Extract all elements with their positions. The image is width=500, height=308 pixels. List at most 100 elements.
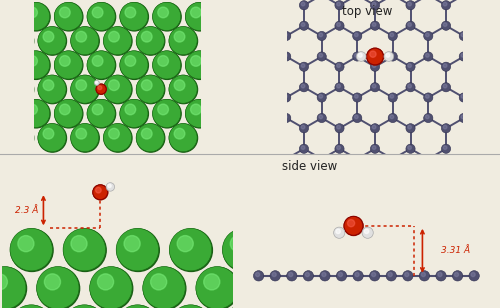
Circle shape bbox=[406, 144, 415, 153]
Circle shape bbox=[26, 55, 38, 66]
Circle shape bbox=[96, 187, 101, 193]
Circle shape bbox=[104, 75, 132, 103]
Circle shape bbox=[63, 228, 106, 271]
Circle shape bbox=[136, 124, 165, 152]
Circle shape bbox=[152, 2, 180, 30]
Circle shape bbox=[158, 104, 168, 115]
Circle shape bbox=[322, 273, 326, 277]
Circle shape bbox=[5, 75, 34, 103]
Circle shape bbox=[96, 84, 106, 94]
Circle shape bbox=[408, 23, 412, 26]
Circle shape bbox=[276, 229, 318, 271]
Circle shape bbox=[152, 51, 180, 79]
Circle shape bbox=[64, 306, 106, 308]
Circle shape bbox=[442, 124, 450, 133]
Circle shape bbox=[390, 54, 394, 57]
Circle shape bbox=[10, 128, 21, 139]
Circle shape bbox=[336, 125, 340, 129]
Circle shape bbox=[370, 271, 380, 281]
Circle shape bbox=[386, 53, 390, 57]
Circle shape bbox=[90, 267, 132, 308]
Circle shape bbox=[36, 267, 79, 308]
Circle shape bbox=[223, 306, 266, 308]
Circle shape bbox=[386, 271, 396, 281]
Circle shape bbox=[60, 104, 70, 115]
Circle shape bbox=[320, 271, 330, 281]
Circle shape bbox=[354, 54, 358, 57]
Circle shape bbox=[388, 31, 398, 41]
Circle shape bbox=[6, 124, 34, 152]
Circle shape bbox=[336, 229, 340, 233]
Circle shape bbox=[442, 21, 450, 30]
Circle shape bbox=[444, 64, 447, 67]
Circle shape bbox=[301, 125, 305, 129]
Circle shape bbox=[402, 271, 413, 281]
Circle shape bbox=[153, 51, 181, 79]
Circle shape bbox=[223, 229, 266, 271]
Circle shape bbox=[174, 128, 185, 139]
Circle shape bbox=[38, 75, 66, 103]
Circle shape bbox=[38, 124, 66, 152]
Circle shape bbox=[469, 271, 480, 281]
Circle shape bbox=[471, 273, 475, 277]
Circle shape bbox=[60, 7, 70, 18]
Circle shape bbox=[336, 271, 346, 281]
Circle shape bbox=[174, 31, 185, 42]
Circle shape bbox=[174, 80, 185, 91]
Circle shape bbox=[317, 113, 326, 123]
Circle shape bbox=[116, 305, 158, 308]
Circle shape bbox=[336, 64, 340, 67]
Circle shape bbox=[317, 52, 326, 61]
Circle shape bbox=[120, 51, 148, 79]
Circle shape bbox=[10, 229, 53, 271]
Circle shape bbox=[282, 93, 291, 102]
Circle shape bbox=[459, 31, 468, 41]
Circle shape bbox=[300, 21, 308, 30]
Circle shape bbox=[370, 144, 380, 153]
Circle shape bbox=[26, 104, 38, 115]
Text: 2.3 Å: 2.3 Å bbox=[14, 206, 38, 215]
Circle shape bbox=[5, 26, 34, 55]
Circle shape bbox=[284, 33, 287, 37]
Text: top view: top view bbox=[342, 5, 392, 18]
Circle shape bbox=[218, 51, 246, 79]
Circle shape bbox=[222, 228, 265, 271]
Circle shape bbox=[153, 3, 181, 31]
Circle shape bbox=[136, 75, 165, 103]
Circle shape bbox=[10, 228, 52, 271]
Circle shape bbox=[419, 271, 430, 281]
Circle shape bbox=[169, 124, 197, 152]
Circle shape bbox=[370, 124, 380, 133]
Circle shape bbox=[336, 23, 340, 26]
Circle shape bbox=[71, 236, 87, 252]
Circle shape bbox=[356, 52, 366, 61]
Circle shape bbox=[249, 267, 292, 308]
Circle shape bbox=[442, 62, 450, 71]
Circle shape bbox=[224, 7, 234, 18]
Circle shape bbox=[319, 54, 322, 57]
Circle shape bbox=[408, 2, 412, 6]
Circle shape bbox=[370, 51, 376, 57]
Circle shape bbox=[93, 185, 108, 200]
Circle shape bbox=[276, 306, 318, 308]
Circle shape bbox=[354, 115, 358, 119]
Circle shape bbox=[71, 27, 99, 55]
Circle shape bbox=[124, 236, 140, 252]
Circle shape bbox=[90, 267, 132, 308]
Circle shape bbox=[202, 124, 230, 152]
Circle shape bbox=[408, 125, 412, 129]
Circle shape bbox=[158, 55, 168, 66]
Circle shape bbox=[76, 128, 86, 139]
Circle shape bbox=[335, 124, 344, 133]
Circle shape bbox=[335, 62, 344, 71]
Circle shape bbox=[125, 7, 136, 18]
Circle shape bbox=[454, 273, 458, 277]
Circle shape bbox=[218, 51, 246, 79]
Circle shape bbox=[38, 27, 66, 55]
Circle shape bbox=[388, 93, 398, 102]
Circle shape bbox=[202, 26, 230, 55]
Circle shape bbox=[461, 33, 464, 37]
Circle shape bbox=[276, 228, 318, 271]
Circle shape bbox=[406, 1, 415, 10]
Circle shape bbox=[152, 99, 180, 128]
